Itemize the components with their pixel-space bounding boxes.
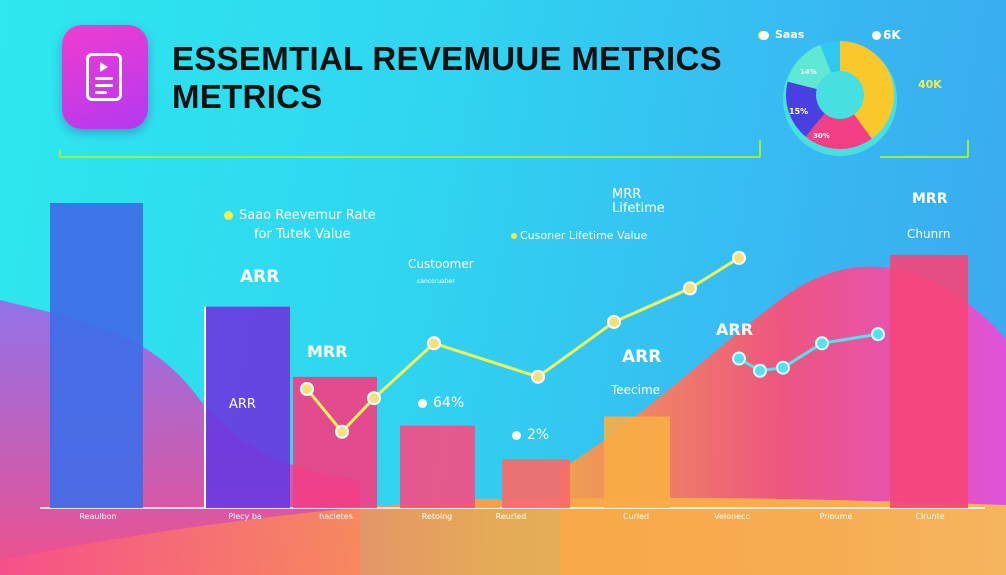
series-point (732, 351, 746, 366)
page-title: ESSEMTIAL REVEMUUE METRICS METRICS (172, 40, 722, 116)
donut-legend-6k-label: 6K (883, 28, 901, 42)
series-point (683, 281, 697, 296)
label-64pct: 64% (418, 395, 464, 411)
donut-label-15: 15% (789, 107, 809, 116)
bar (604, 416, 670, 508)
donut-slice (786, 81, 825, 137)
x-tick-label: Plecy ba (228, 512, 262, 521)
app-icon (62, 25, 148, 129)
label-arr-bar: ARR (229, 397, 256, 412)
label-mrr-lifetime-line-1: MRR (612, 187, 642, 202)
label-mrr-lifetime: MRR Lifetime (612, 188, 665, 216)
donut-slice (787, 44, 832, 90)
x-tick-label: Reurled (495, 512, 527, 521)
label-customer: Custoomer (408, 257, 474, 271)
label-2pct-text: 2% (527, 427, 550, 443)
annotation-saas-rate: Saao Reevemur Rate (224, 208, 376, 223)
label-mrr-lifetime-line-2: Lifetime (612, 201, 665, 216)
x-tick-label: Curled (622, 512, 650, 521)
bar (502, 459, 570, 508)
donut-slice (805, 113, 872, 149)
title-line-2: METRICS (172, 78, 323, 115)
label-customer-sub: cancoruatier (417, 278, 455, 285)
x-tick-label: Cirunte (915, 512, 945, 521)
label-arr-mid: ARR (622, 347, 662, 367)
donut-slice (820, 41, 840, 73)
donut-slice (840, 41, 895, 139)
label-mrr-right: MRR (912, 191, 948, 207)
label-arr-top: ARR (240, 267, 280, 287)
series-point (753, 363, 767, 378)
donut-legend-saas-label: Saas (775, 28, 805, 41)
bar (293, 376, 377, 508)
series-point (335, 424, 349, 439)
annotation-saas-rate-2: for Tutek Value (254, 227, 351, 242)
donut-label-30: 30% (813, 132, 830, 140)
series-point (367, 391, 381, 406)
series-point (607, 314, 621, 329)
label-teecime: Teecime (611, 383, 661, 397)
donut-legend-saas: Saas (760, 28, 804, 41)
series-point (776, 360, 790, 375)
donut-label-14: 14% (800, 68, 817, 76)
series-point (815, 336, 829, 351)
series-line (305, 256, 740, 435)
donut-legend-6k: 6K (872, 28, 901, 42)
series-point (531, 369, 545, 384)
wave-bottom (0, 497, 1006, 575)
label-mrr-mid: MRR (307, 342, 348, 361)
label-clv: Cusoner Lifetime Value (511, 229, 647, 242)
label-2pct: 2% (512, 427, 549, 443)
series-point (427, 336, 441, 351)
series-point (732, 250, 746, 265)
x-tick-label: Velonecc (714, 512, 750, 521)
series-point (871, 327, 885, 342)
bar (890, 254, 968, 508)
bar (50, 203, 143, 508)
title-line-1: ESSEMTIAL REVEMUUE METRICS (172, 40, 722, 77)
label-64pct-text: 64% (433, 395, 465, 411)
series-point (300, 382, 314, 397)
bar (475, 498, 500, 508)
annotation-saas-rate-line-1: Saao Reevemur Rate (239, 208, 376, 223)
bar (400, 425, 475, 508)
label-clv-text: Cusoner Lifetime Value (520, 229, 648, 242)
donut-side-value: 40K (918, 78, 942, 91)
document-icon (86, 53, 122, 101)
label-churn: Chunrn (907, 227, 951, 241)
label-arr-right: ARR (716, 320, 754, 339)
x-tick-label: Retoing (421, 512, 453, 521)
bar (205, 306, 290, 508)
x-tick-label: hacletes (319, 512, 353, 521)
x-tick-label: Prioume (819, 512, 853, 521)
x-tick-label: Reaulbon (79, 512, 117, 521)
